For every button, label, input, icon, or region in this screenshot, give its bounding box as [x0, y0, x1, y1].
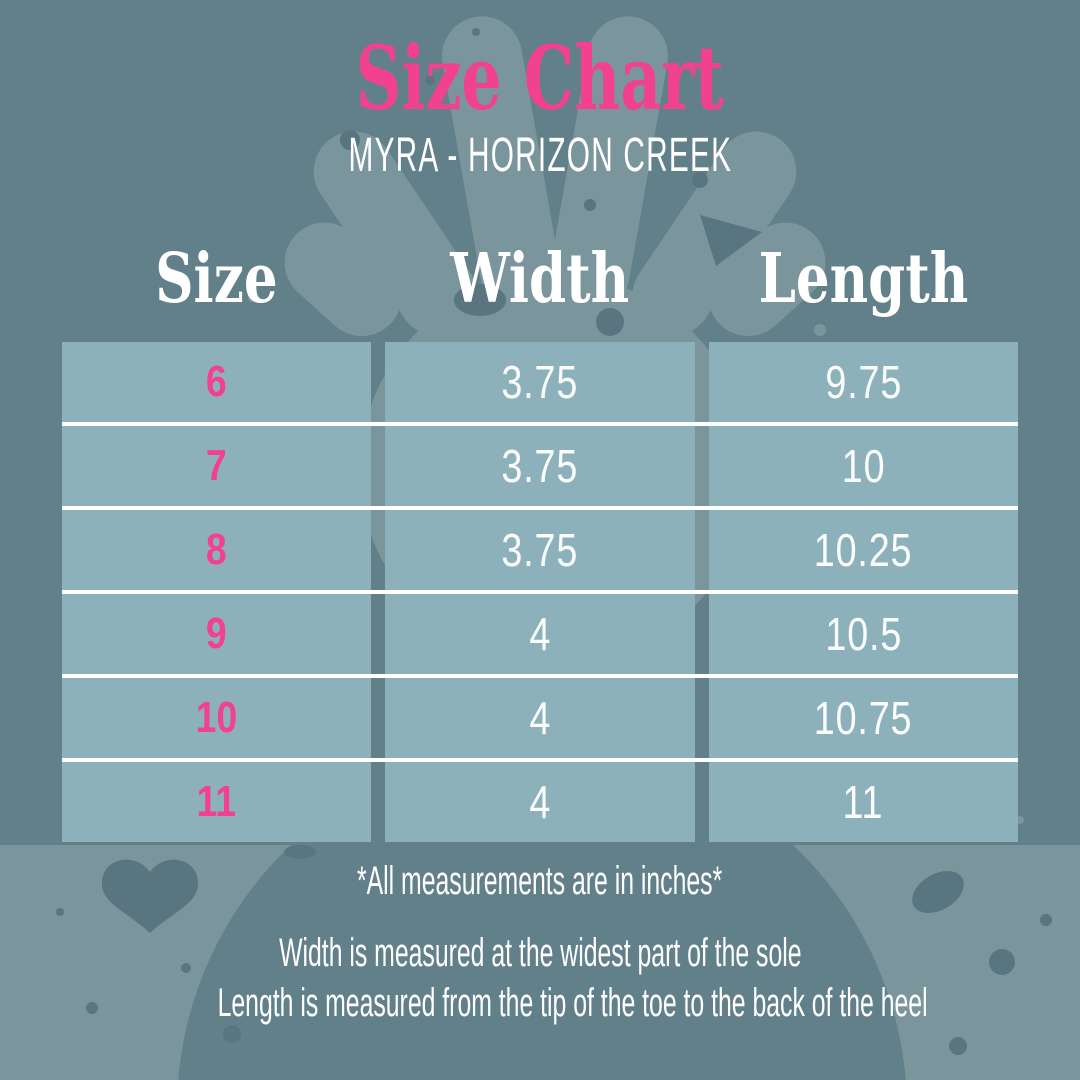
cell-width-text: 3.75: [501, 356, 579, 408]
length-note: Length is measured from the tip of the t…: [217, 981, 928, 1025]
cell-width-text: 4: [529, 692, 551, 744]
cell-size-text: 7: [206, 441, 228, 490]
table-row: 9 4 10.5: [62, 594, 1018, 674]
cell-length: 11: [708, 762, 1018, 842]
cell-width: 3.75: [385, 510, 695, 590]
width-note: Width is measured at the widest part of …: [278, 931, 802, 975]
cell-width: 4: [385, 594, 695, 674]
cell-length: 10.25: [708, 510, 1018, 590]
cell-length-text: 10.25: [814, 524, 913, 576]
measurement-explanations: Width is measured at the widest part of …: [0, 928, 1080, 1028]
cell-width: 3.75: [385, 342, 695, 422]
table-row: 10 4 10.75: [62, 678, 1018, 758]
cell-size-text: 6: [206, 357, 228, 406]
page-title: Size Chart: [0, 34, 1080, 122]
cell-size-text: 11: [196, 777, 237, 826]
arch-grunge: [56, 845, 1052, 1055]
cell-width-text: 3.75: [501, 524, 579, 576]
table-row: 7 3.75 10: [62, 426, 1018, 506]
cell-width-text: 3.75: [501, 440, 579, 492]
product-subtitle: MYRA - HORIZON CREEK: [0, 132, 1080, 180]
header-length: Length: [758, 239, 969, 319]
heart-splotch: [101, 859, 199, 933]
cell-size: 6: [62, 342, 372, 422]
header-width: Width: [450, 239, 630, 319]
product-subtitle-text: MYRA - HORIZON CREEK: [348, 129, 732, 182]
row-divider: [62, 674, 1018, 678]
cell-length: 9.75: [708, 342, 1018, 422]
row-divider: [62, 422, 1018, 426]
table-row: 8 3.75 10.25: [62, 510, 1018, 590]
cell-size-text: 10: [195, 693, 238, 742]
cell-length-text: 10.5: [824, 608, 902, 660]
cell-width: 4: [385, 678, 695, 758]
cell-width: 4: [385, 762, 695, 842]
cell-size: 10: [62, 678, 372, 758]
cell-width-text: 4: [529, 776, 551, 828]
cell-length: 10.5: [708, 594, 1018, 674]
size-table: 6 3.75 9.75 7 3.75 10 8 3.75 10.25 9 4 10.5 10 4 10.75…: [62, 342, 1018, 842]
row-divider: [62, 590, 1018, 594]
table-row: 11 4 11: [62, 762, 1018, 842]
cell-length-text: 10: [841, 440, 886, 492]
table-header-row: Size Width Length: [62, 245, 1018, 313]
row-divider: [62, 758, 1018, 762]
measurement-note: *All measurements are in inches*: [357, 859, 723, 903]
row-divider: [62, 506, 1018, 510]
cell-length: 10.75: [708, 678, 1018, 758]
cell-size: 8: [62, 510, 372, 590]
cell-size: 11: [62, 762, 372, 842]
cell-width: 3.75: [385, 426, 695, 506]
cell-length-text: 9.75: [824, 356, 902, 408]
cell-width-text: 4: [529, 608, 551, 660]
cell-size: 9: [62, 594, 372, 674]
sunburst-grunge: [340, 28, 762, 336]
cell-length-text: 11: [842, 776, 884, 828]
cell-size-text: 8: [206, 525, 228, 574]
cell-length: 10: [708, 426, 1018, 506]
table-row: 6 3.75 9.75: [62, 342, 1018, 422]
cell-length-text: 10.75: [814, 692, 913, 744]
cell-size-text: 9: [206, 609, 228, 658]
page-title-text: Size Chart: [355, 26, 725, 130]
header-size: Size: [155, 239, 278, 319]
cell-size: 7: [62, 426, 372, 506]
